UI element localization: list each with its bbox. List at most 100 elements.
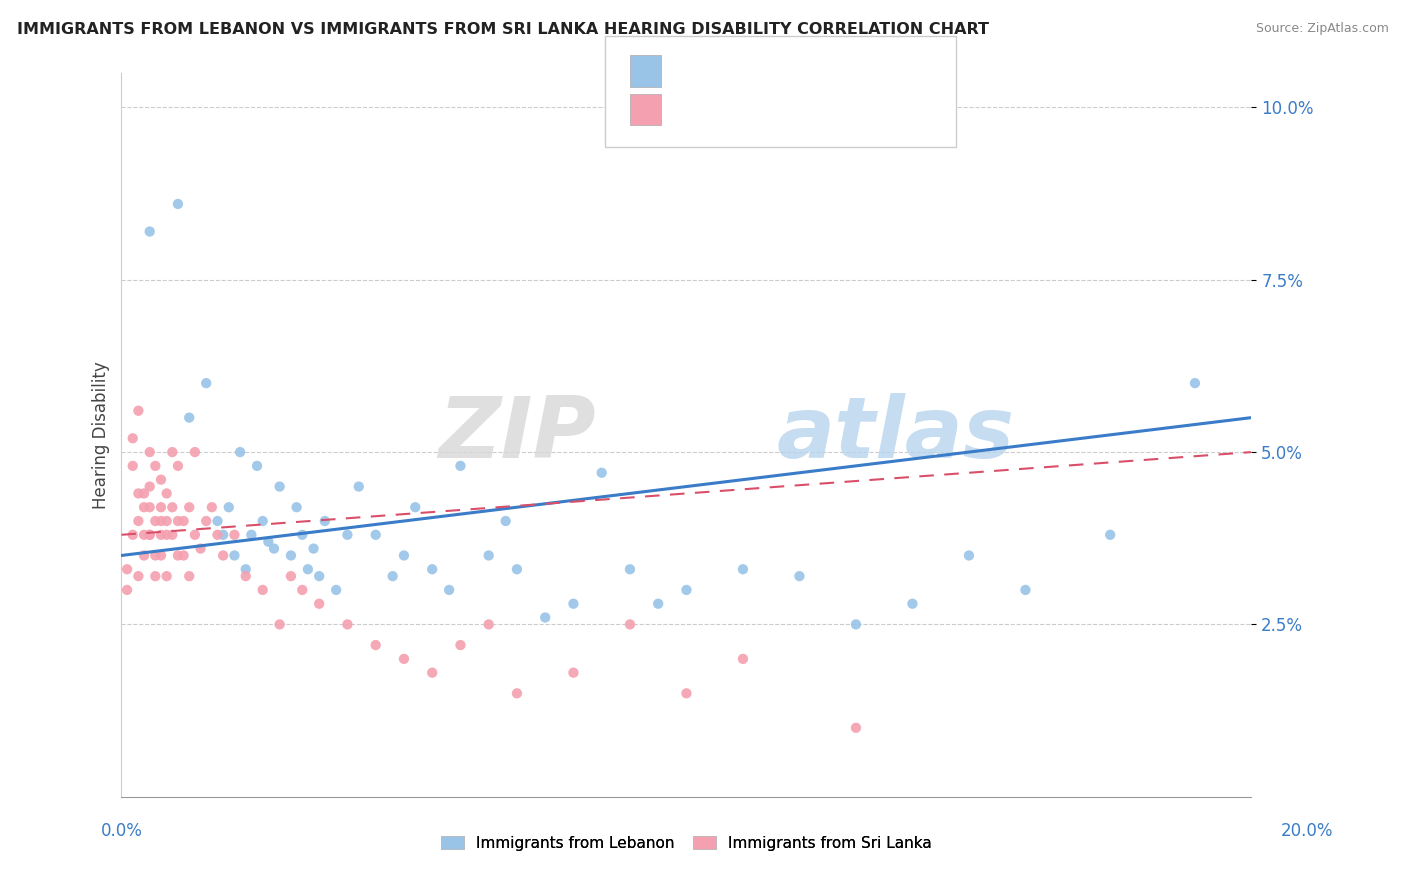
Point: [280, 549, 302, 563]
Point: [195, 376, 218, 391]
Point: [132, 486, 155, 500]
Text: IMMIGRANTS FROM LEBANON VS IMMIGRANTS FROM SRI LANKA HEARING DISABILITY CORRELAT: IMMIGRANTS FROM LEBANON VS IMMIGRANTS FR…: [17, 22, 988, 37]
Point: [437, 582, 460, 597]
Point: [534, 610, 557, 624]
Point: [150, 514, 173, 528]
Point: [1099, 528, 1122, 542]
Point: [302, 541, 325, 556]
Point: [1184, 376, 1206, 391]
Point: [173, 549, 195, 563]
Point: [285, 500, 308, 515]
Point: [179, 569, 201, 583]
Point: [162, 445, 184, 459]
Point: [121, 528, 143, 542]
Legend: Immigrants from Lebanon, Immigrants from Sri Lanka: Immigrants from Lebanon, Immigrants from…: [441, 836, 932, 851]
Point: [127, 514, 149, 528]
Point: [675, 686, 697, 700]
Point: [121, 431, 143, 445]
Point: [235, 562, 257, 576]
Point: [506, 562, 529, 576]
Point: [257, 534, 280, 549]
Text: R =  0.111   N = 67: R = 0.111 N = 67: [669, 100, 845, 118]
Point: [392, 652, 415, 666]
Point: [184, 528, 207, 542]
Point: [156, 528, 179, 542]
Point: [252, 582, 274, 597]
Point: [562, 597, 585, 611]
Point: [138, 445, 160, 459]
Point: [156, 514, 179, 528]
Point: [207, 528, 229, 542]
Point: [314, 514, 336, 528]
Point: [132, 500, 155, 515]
Point: [449, 458, 471, 473]
Point: [150, 473, 173, 487]
Point: [138, 479, 160, 493]
Point: [495, 514, 517, 528]
Text: 0.0%: 0.0%: [101, 822, 143, 840]
Point: [218, 500, 240, 515]
Point: [207, 514, 229, 528]
Point: [325, 582, 347, 597]
Point: [224, 549, 246, 563]
Point: [392, 549, 415, 563]
Point: [212, 549, 235, 563]
Point: [297, 562, 319, 576]
Point: [619, 617, 641, 632]
Point: [562, 665, 585, 680]
Point: [143, 569, 166, 583]
Point: [246, 458, 269, 473]
Point: [731, 562, 754, 576]
Point: [381, 569, 404, 583]
Point: [280, 569, 302, 583]
Point: [127, 486, 149, 500]
Point: [167, 514, 190, 528]
Point: [420, 562, 443, 576]
Point: [156, 486, 179, 500]
Point: [364, 638, 387, 652]
Point: [162, 528, 184, 542]
Point: [138, 528, 160, 542]
Point: [845, 721, 868, 735]
Point: [132, 528, 155, 542]
Point: [420, 665, 443, 680]
Point: [364, 528, 387, 542]
Text: 20.0%: 20.0%: [1281, 822, 1333, 840]
Point: [901, 597, 924, 611]
Point: [845, 617, 868, 632]
Point: [195, 514, 218, 528]
Point: [229, 445, 252, 459]
Point: [404, 500, 426, 515]
Point: [143, 458, 166, 473]
Point: [789, 569, 811, 583]
Point: [115, 582, 138, 597]
Point: [252, 514, 274, 528]
Point: [224, 528, 246, 542]
Point: [291, 528, 314, 542]
Point: [190, 541, 212, 556]
Point: [138, 500, 160, 515]
Point: [291, 582, 314, 597]
Point: [591, 466, 613, 480]
Text: Source: ZipAtlas.com: Source: ZipAtlas.com: [1256, 22, 1389, 36]
Point: [150, 500, 173, 515]
Point: [150, 528, 173, 542]
Point: [619, 562, 641, 576]
Point: [478, 549, 501, 563]
Point: [478, 617, 501, 632]
Text: ZIP: ZIP: [439, 393, 596, 476]
Point: [138, 528, 160, 542]
Point: [167, 197, 190, 211]
Text: R = 0.246   N = 50: R = 0.246 N = 50: [669, 62, 839, 79]
Point: [143, 549, 166, 563]
Point: [179, 500, 201, 515]
Point: [506, 686, 529, 700]
Point: [308, 597, 330, 611]
Point: [957, 549, 980, 563]
Point: [121, 458, 143, 473]
Point: [132, 549, 155, 563]
Point: [212, 528, 235, 542]
Point: [138, 225, 160, 239]
Point: [150, 549, 173, 563]
Point: [308, 569, 330, 583]
